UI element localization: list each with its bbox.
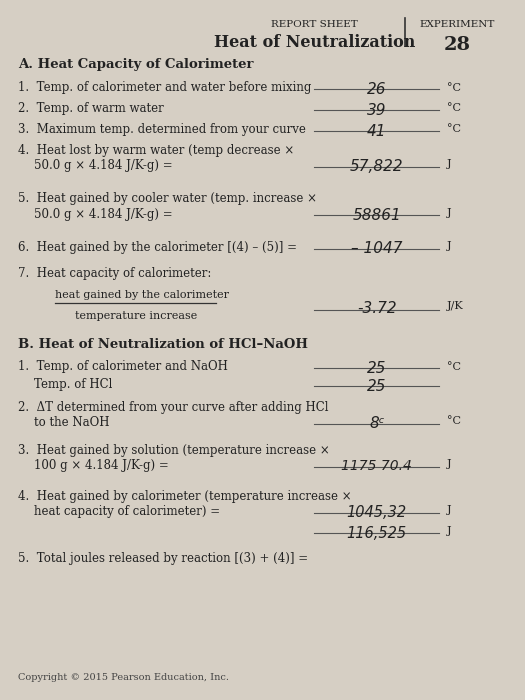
Text: 1045,32: 1045,32 [346, 505, 407, 520]
Text: 57,822: 57,822 [350, 159, 404, 174]
Text: REPORT SHEET: REPORT SHEET [271, 20, 358, 29]
Text: 26: 26 [367, 82, 386, 97]
Text: Heat of Neutralization: Heat of Neutralization [214, 34, 415, 51]
Text: heat gained by the calorimeter: heat gained by the calorimeter [55, 290, 229, 300]
Text: J: J [447, 505, 452, 515]
Text: 1175 70.4: 1175 70.4 [341, 459, 412, 473]
Text: 5.  Heat gained by cooler water (temp. increase ×: 5. Heat gained by cooler water (temp. in… [18, 193, 317, 205]
Text: 3.  Heat gained by solution (temperature increase ×: 3. Heat gained by solution (temperature … [18, 444, 330, 457]
Text: A. Heat Capacity of Calorimeter: A. Heat Capacity of Calorimeter [18, 58, 254, 71]
Text: J: J [447, 241, 452, 251]
Text: 100 g × 4.184 J/K-g) =: 100 g × 4.184 J/K-g) = [34, 459, 169, 472]
Text: 7.  Heat capacity of calorimeter:: 7. Heat capacity of calorimeter: [18, 267, 212, 281]
Text: 50.0 g × 4.184 J/K-g) =: 50.0 g × 4.184 J/K-g) = [34, 159, 173, 172]
Text: 4.  Heat gained by calorimeter (temperature increase ×: 4. Heat gained by calorimeter (temperatu… [18, 489, 352, 503]
Text: °C: °C [447, 416, 461, 426]
Text: EXPERIMENT: EXPERIMENT [419, 20, 495, 29]
Text: °C: °C [447, 125, 461, 134]
Text: 2.  ΔT determined from your curve after adding HCl: 2. ΔT determined from your curve after a… [18, 400, 329, 414]
Text: -3.72: -3.72 [357, 302, 396, 316]
Text: 1.  Temp. of calorimeter and water before mixing: 1. Temp. of calorimeter and water before… [18, 81, 312, 94]
Text: °C: °C [447, 104, 461, 113]
Text: heat capacity of calorimeter) =: heat capacity of calorimeter) = [34, 505, 220, 518]
Text: °C: °C [447, 83, 461, 92]
Text: 28: 28 [444, 36, 471, 54]
Text: J: J [447, 159, 452, 169]
Text: B. Heat of Neutralization of HCl–NaOH: B. Heat of Neutralization of HCl–NaOH [18, 337, 308, 351]
Text: 50.0 g × 4.184 J/K-g) =: 50.0 g × 4.184 J/K-g) = [34, 208, 173, 220]
Text: 6.  Heat gained by the calorimeter [(4) – (5)] =: 6. Heat gained by the calorimeter [(4) –… [18, 241, 297, 254]
Text: J: J [447, 459, 452, 469]
Text: temperature increase: temperature increase [76, 311, 198, 321]
Text: 58861: 58861 [352, 208, 401, 223]
Text: – 1047: – 1047 [351, 241, 403, 256]
Text: 116,525: 116,525 [346, 526, 407, 540]
Text: 41: 41 [367, 124, 386, 139]
Text: Temp. of HCl: Temp. of HCl [34, 379, 112, 391]
Text: J: J [447, 208, 452, 218]
Text: to the NaOH: to the NaOH [34, 416, 109, 429]
Text: J: J [447, 526, 452, 536]
Text: J/K: J/K [447, 302, 464, 312]
Text: 8ᶜ: 8ᶜ [369, 416, 384, 431]
Text: Copyright © 2015 Pearson Education, Inc.: Copyright © 2015 Pearson Education, Inc. [18, 673, 229, 682]
Text: 4.  Heat lost by warm water (temp decrease ×: 4. Heat lost by warm water (temp decreas… [18, 144, 295, 157]
Text: 5.  Total joules released by reaction [(3) + (4)] =: 5. Total joules released by reaction [(3… [18, 552, 309, 565]
Text: 2.  Temp. of warm water: 2. Temp. of warm water [18, 102, 164, 115]
Text: 3.  Maximum temp. determined from your curve: 3. Maximum temp. determined from your cu… [18, 123, 306, 136]
Text: °C: °C [447, 362, 461, 372]
Text: 39: 39 [367, 103, 386, 118]
Text: 1.  Temp. of calorimeter and NaOH: 1. Temp. of calorimeter and NaOH [18, 360, 228, 373]
Text: 25: 25 [367, 379, 386, 394]
Text: 25: 25 [367, 361, 386, 376]
